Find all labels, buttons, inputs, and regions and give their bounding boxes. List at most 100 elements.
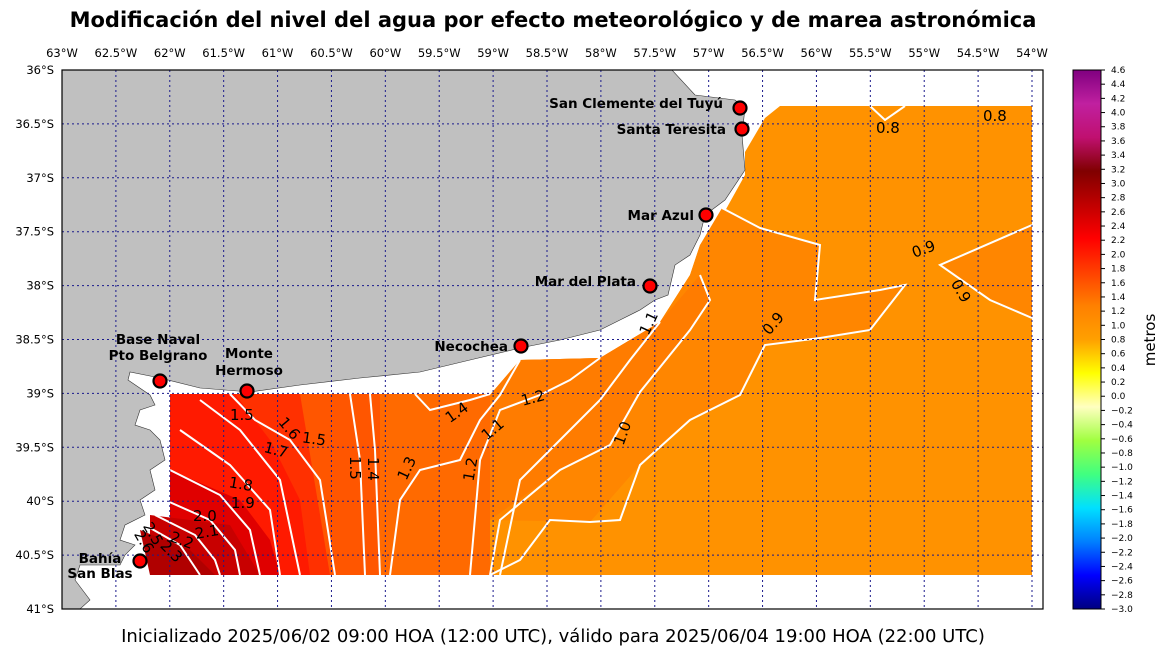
city-label-base-naval: Base Naval: [116, 332, 200, 348]
contour-label: 1.2: [460, 456, 482, 483]
city-label-mar-del-plata: Mar del Plata: [535, 274, 636, 290]
longitude-label: 59.5°W: [418, 46, 461, 60]
colorbar-tick-label: 3.8: [1111, 123, 1126, 133]
colorbar-tick-label: −2.4: [1111, 562, 1133, 572]
longitude-label: 58.5°W: [526, 46, 569, 60]
contour-label: 1.7: [262, 438, 290, 462]
colorbar: [1072, 69, 1102, 610]
colorbar-tick-label: −0.6: [1111, 435, 1133, 445]
city-label-bahia-san-blas: San Blas: [67, 566, 132, 582]
marker-santa-teresita[interactable]: [734, 121, 750, 137]
colorbar-tick-label: 3.0: [1111, 179, 1126, 189]
colorbar-tick-label: 2.4: [1111, 222, 1126, 232]
surge-zone-1.2: [380, 394, 490, 575]
colorbar-tick-label: 2.2: [1111, 236, 1125, 246]
contour-line: [349, 393, 366, 576]
city-markers: [132, 100, 750, 569]
colorbar-tick-label: −1.2: [1111, 477, 1133, 487]
contour-label: 1.5: [230, 406, 254, 424]
latitude-label: 36°S: [26, 63, 54, 77]
city-label-mar-azul: Mar Azul: [628, 208, 694, 224]
contour-line: [937, 224, 1033, 319]
city-label-san-clemente: San Clemente del Tuyú: [549, 96, 723, 112]
longitude-label: 61°W: [262, 46, 294, 60]
colorbar-tick-label: −2.0: [1111, 534, 1133, 544]
contour-label: 2.0: [193, 507, 217, 525]
city-label-santa-teresita: Santa Teresita: [617, 122, 726, 138]
colorbar-tick-label: 0.2: [1111, 378, 1125, 388]
map-title: Modificación del nivel del agua por efec…: [69, 8, 1037, 32]
colorbar-tick-label: 2.0: [1111, 250, 1126, 260]
colorbar-tick-label: −0.2: [1111, 406, 1133, 416]
longitude-label: 56°W: [801, 46, 833, 60]
contour-line: [179, 429, 281, 576]
marker-mar-del-plata[interactable]: [642, 278, 658, 294]
surge-field: [140, 106, 1032, 575]
longitude-label: 56.5°W: [741, 46, 784, 60]
contour-label: 1.5: [346, 456, 364, 480]
colorbar-label: metros: [1141, 314, 1159, 367]
latitude-label: 40°S: [26, 494, 54, 508]
marker-bahia-san-blas[interactable]: [132, 553, 148, 569]
marker-monte-hermoso[interactable]: [239, 383, 255, 399]
colorbar-tick-label: 4.2: [1111, 94, 1125, 104]
contour-label: 1.5: [301, 428, 327, 449]
longitude-label: 57.5°W: [633, 46, 676, 60]
colorbar-tick-label: 4.0: [1111, 109, 1126, 119]
latitude-label: 40.5°S: [15, 548, 54, 562]
contour-line: [199, 399, 301, 576]
colorbar-tick-label: −2.2: [1111, 548, 1133, 558]
city-label-base-naval: Pto Belgrano: [109, 348, 208, 364]
marker-base-naval[interactable]: [152, 373, 168, 389]
contour-lines: [144, 105, 1033, 576]
contour-label: 1.9: [231, 494, 255, 512]
longitude-label: 60.5°W: [310, 46, 353, 60]
colorbar-tick-label: 2.6: [1111, 208, 1126, 218]
colorbar-ticks: 4.6 4.4 4.2 4.0 3.8 3.6 3.4 3.2 3.0 2.8 2.6 2.4 2.2 2…: [1101, 66, 1133, 615]
contour-line: [144, 524, 201, 576]
marker-san-clemente[interactable]: [732, 100, 748, 116]
graticule: [62, 70, 1043, 609]
contour-line: [164, 499, 241, 576]
colorbar-tick-label: −2.8: [1111, 591, 1133, 601]
latitude-label: 37°S: [26, 171, 54, 185]
contour-line: [414, 393, 491, 412]
colorbar-tick-label: 0.0: [1111, 392, 1126, 402]
contour-line: [869, 105, 906, 122]
longitude-label: 58°W: [585, 46, 617, 60]
colorbar-tick-label: 1.2: [1111, 307, 1125, 317]
marker-necochea[interactable]: [513, 338, 529, 354]
colorbar-tick-label: −3.0: [1111, 605, 1133, 615]
city-labels: San Clemente del Tuyú Santa Teresita Mar…: [67, 96, 726, 582]
colorbar-tick-label: −0.8: [1111, 449, 1133, 459]
contour-line: [169, 469, 261, 576]
colorbar-tick-label: 1.8: [1111, 265, 1126, 275]
colorbar-tick-label: 1.6: [1111, 279, 1126, 289]
city-label-bahia-san-blas: Bahía: [79, 551, 122, 567]
contour-line: [469, 357, 601, 576]
longitude-label: 57°W: [693, 46, 725, 60]
colorbar-tick-label: 0.8: [1111, 336, 1126, 346]
longitude-label: 55.5°W: [849, 46, 892, 60]
longitude-label: 62°W: [154, 46, 186, 60]
contour-line: [499, 321, 661, 576]
footer-timestamp: Inicializado 2025/06/02 09:00 HOA (12:00…: [121, 626, 985, 647]
colorbar-tick-label: −1.0: [1111, 463, 1133, 473]
contour-line: [389, 359, 521, 576]
colorbar-tick-label: 3.6: [1111, 137, 1126, 147]
colorbar-tick-label: 4.4: [1111, 80, 1126, 90]
map-frame: [61, 69, 1044, 610]
latitude-label: 37.5°S: [15, 225, 54, 239]
longitude-label: 54.5°W: [957, 46, 1000, 60]
marker-mar-azul[interactable]: [698, 207, 714, 223]
colorbar-tick-label: 3.4: [1111, 151, 1126, 161]
contour-line: [489, 274, 712, 576]
colorbar-tick-label: 1.0: [1111, 321, 1126, 331]
latitude-label: 38.5°S: [15, 333, 54, 347]
longitude-label: 55°W: [908, 46, 940, 60]
contour-label: 1.2: [519, 386, 547, 410]
colorbar-tick-label: −0.4: [1111, 421, 1133, 431]
latitude-label: 38°S: [26, 279, 54, 293]
latitude-label: 41°S: [26, 602, 54, 616]
